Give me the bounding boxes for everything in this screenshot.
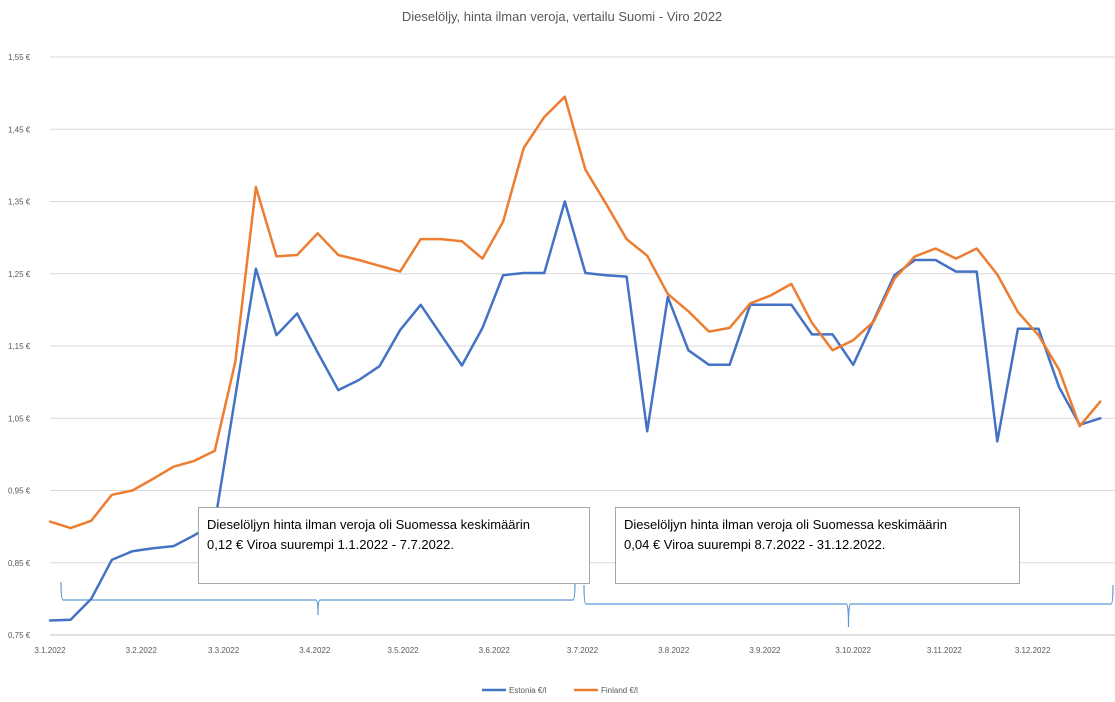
axis-labels: 0,75 € 0,85 € 0,95 € 1,05 € 1,15 € 1,25 € 1,35… [8, 53, 1115, 655]
x-tick-label: 3.9.2022 [749, 646, 781, 655]
series-lines [48, 95, 1102, 622]
x-tick-label: 3.10.2022 [835, 646, 871, 655]
annotation-box-second-half: Dieselöljyn hinta ilman veroja oli Suome… [615, 507, 1020, 584]
x-tick-label: 3.1.2022 [34, 646, 66, 655]
x-tick-label: 3.5.2022 [387, 646, 419, 655]
annotation-line: Dieselöljyn hinta ilman veroja oli Suome… [207, 517, 530, 532]
annotation-brace [60, 581, 576, 616]
legend: Estonia €/l Finland €/l [482, 686, 638, 695]
series-line [48, 200, 1102, 622]
annotation-line: 0,12 € Viroa suurempi 1.1.2022 - 7.7.202… [207, 537, 454, 552]
annotation-line: 0,04 € Viroa suurempi 8.7.2022 - 31.12.2… [624, 537, 886, 552]
x-tick-label: 3.6.2022 [479, 646, 511, 655]
y-tick-label: 1,15 € [8, 342, 31, 351]
annotation-braces [60, 581, 1114, 628]
y-tick-label: 0,75 € [8, 631, 31, 640]
y-tick-label: 0,85 € [8, 559, 31, 568]
x-tick-label: 3.8.2022 [658, 646, 690, 655]
x-tick-label: 3.7.2022 [567, 646, 599, 655]
y-tick-label: 1,45 € [8, 125, 31, 134]
y-tick-label: 1,25 € [8, 270, 31, 279]
x-tick-label: 3.12.2022 [1015, 646, 1051, 655]
x-tick-label: 3.3.2022 [208, 646, 240, 655]
legend-label-estonia: Estonia €/l [509, 686, 547, 695]
y-tick-label: 1,05 € [8, 414, 31, 423]
chart-title: Dieselöljy, hinta ilman veroja, vertailu… [402, 9, 722, 24]
x-tick-label: 3.2.2022 [126, 646, 158, 655]
x-tick-label: 3.11.2022 [927, 646, 963, 655]
gridlines [50, 56, 1115, 564]
series-line [48, 95, 1102, 530]
y-tick-label: 1,35 € [8, 198, 31, 207]
y-tick-label: 0,95 € [8, 487, 31, 496]
annotation-brace [583, 584, 1114, 628]
legend-label-finland: Finland €/l [601, 686, 638, 695]
x-tick-label: 3.4.2022 [299, 646, 331, 655]
annotation-box-first-half: Dieselöljyn hinta ilman veroja oli Suome… [198, 507, 590, 584]
y-tick-label: 1,55 € [8, 53, 31, 62]
annotation-line: Dieselöljyn hinta ilman veroja oli Suome… [624, 517, 947, 532]
